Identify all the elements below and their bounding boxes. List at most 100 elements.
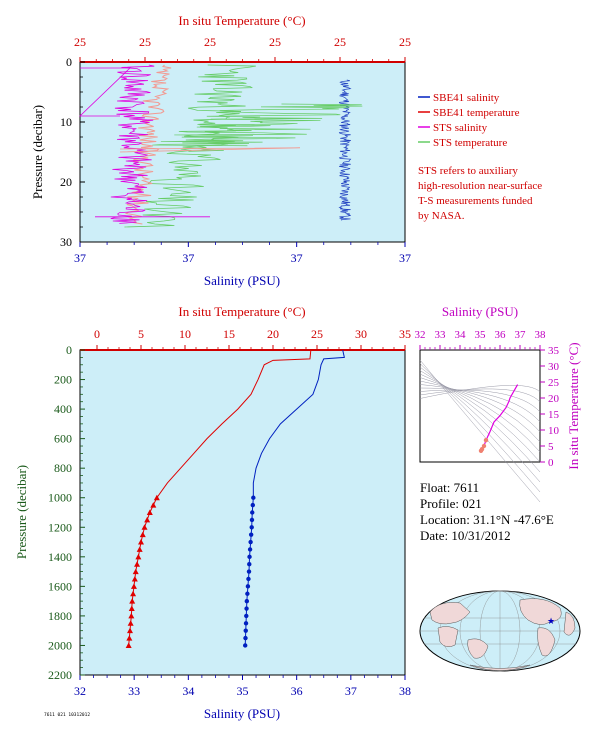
main-temp-axis-title: In situ Temperature (°C) bbox=[178, 304, 305, 319]
note-line-3: T-S measurements funded bbox=[418, 195, 533, 207]
sts-temperature-deep-trace bbox=[124, 145, 221, 228]
salinity-point bbox=[249, 517, 255, 523]
density-contour bbox=[419, 387, 541, 423]
top-temp-tick-label: 25 bbox=[269, 35, 281, 49]
date: Date: 10/31/2012 bbox=[420, 528, 511, 543]
top-sal-tick-label: 37 bbox=[291, 251, 303, 265]
main-series bbox=[125, 349, 345, 648]
temperature-point bbox=[141, 524, 148, 530]
density-contour bbox=[419, 384, 541, 433]
temperature-point bbox=[128, 605, 135, 612]
top-sal-tick-label: 37 bbox=[399, 251, 411, 265]
top-temp-tick-label: 25 bbox=[334, 35, 346, 49]
temperature-point bbox=[130, 583, 137, 589]
map-continents bbox=[429, 598, 576, 671]
main-temp-tick-label: 10 bbox=[179, 327, 191, 341]
main-pressure-axis-title: Pressure (decibar) bbox=[14, 465, 29, 559]
main-sal-tick-label: 37 bbox=[345, 684, 357, 698]
main-sal-tick-label: 36 bbox=[291, 684, 303, 698]
ts-sal-tick-label: 38 bbox=[535, 329, 547, 341]
sts-salinity-spike bbox=[79, 67, 131, 117]
top-salinity-ticks: 37 37 37 37 bbox=[74, 242, 411, 265]
sts-note: STS refers to auxiliary high-resolution … bbox=[418, 165, 542, 222]
salinity-point bbox=[244, 613, 249, 619]
main-pres-tick-label: 0 bbox=[66, 343, 72, 357]
salinity-point bbox=[243, 635, 248, 641]
density-contour bbox=[419, 377, 541, 453]
note-line-4: by NASA. bbox=[418, 210, 465, 222]
ts-panel: Salinity (PSU) 32 33 34 35 36 37 38 0 5 10 15 20 25… bbox=[415, 304, 581, 503]
top-temp-tick-label: 25 bbox=[139, 35, 151, 49]
density-contour bbox=[419, 389, 541, 413]
main-pres-tick-label: 2000 bbox=[48, 638, 72, 652]
main-pres-tick-label: 400 bbox=[54, 402, 72, 416]
main-sal-tick-label: 32 bbox=[74, 684, 86, 698]
salinity-point bbox=[246, 576, 251, 582]
legend-label-sts-temperature: STS temperature bbox=[433, 137, 507, 149]
main-pres-tick-label: 600 bbox=[54, 432, 72, 446]
density-contour bbox=[419, 370, 541, 473]
salinity-point bbox=[247, 547, 253, 552]
temperature-point bbox=[131, 575, 138, 582]
temperature-point bbox=[130, 590, 137, 597]
profile-number: Profile: 021 bbox=[420, 496, 482, 511]
main-sal-tick-label: 35 bbox=[237, 684, 249, 698]
main-temp-tick-label: 30 bbox=[355, 327, 367, 341]
temperature-point bbox=[146, 509, 153, 515]
temperature-point bbox=[128, 612, 135, 619]
main-temp-tick-label: 0 bbox=[94, 327, 100, 341]
salinity-point bbox=[250, 502, 255, 508]
top-temp-tick-label: 25 bbox=[399, 35, 411, 49]
sbe41-salinity-trace bbox=[338, 79, 352, 221]
salinity-point bbox=[251, 495, 256, 500]
main-temp-tick-label: 25 bbox=[311, 327, 323, 341]
salinity-point bbox=[243, 621, 249, 626]
ts-sal-tick-label: 35 bbox=[475, 329, 487, 341]
density-contour bbox=[419, 380, 541, 443]
top-sal-tick-label: 37 bbox=[182, 251, 194, 265]
main-temp-tick-label: 15 bbox=[223, 327, 235, 341]
ts-point bbox=[479, 447, 485, 452]
sts-salinity-trace bbox=[110, 64, 155, 224]
main-pres-tick-label: 1400 bbox=[48, 550, 72, 564]
ts-temp-tick-label: 20 bbox=[548, 393, 560, 405]
float-location-marker: ★ bbox=[547, 617, 555, 627]
main-temp-tick-label: 35 bbox=[399, 327, 411, 341]
ts-salinity-ticks: 32 33 34 35 36 37 38 bbox=[415, 329, 547, 350]
salinity-point bbox=[248, 532, 254, 537]
density-contour bbox=[419, 363, 541, 493]
float-info: Float: 7611 Profile: 021 Location: 31.1°… bbox=[420, 480, 554, 543]
temperature-point bbox=[153, 494, 160, 501]
top-temp-tick-label: 25 bbox=[204, 35, 216, 49]
temperature-point bbox=[138, 539, 144, 545]
main-pres-tick-label: 200 bbox=[54, 373, 72, 387]
temperature-point bbox=[127, 627, 133, 634]
top-pres-tick-label: 10 bbox=[60, 115, 72, 129]
salinity-point bbox=[245, 584, 251, 589]
density-contour bbox=[419, 373, 541, 463]
salinity-point bbox=[244, 598, 250, 604]
top-pressure-ticks: 0 10 20 30 bbox=[60, 55, 85, 249]
main-pressure-ticks: 0 200 400 600 800 1000 1200 1400 1600 1800 2000 220… bbox=[48, 343, 85, 682]
main-sal-tick-label: 33 bbox=[128, 684, 140, 698]
ts-series bbox=[478, 384, 519, 453]
ts-sal-tick-label: 33 bbox=[435, 329, 447, 341]
temperature-point bbox=[127, 620, 134, 626]
ts-point bbox=[481, 443, 487, 449]
top-panel: In situ Temperature (°C) 25 25 25 25 25 25 37… bbox=[30, 13, 542, 288]
temperature-point bbox=[132, 568, 139, 575]
temperature-point bbox=[135, 553, 142, 560]
salinity-point bbox=[246, 569, 252, 574]
ts-temp-tick-label: 15 bbox=[548, 409, 560, 421]
top-sal-tick-label: 37 bbox=[74, 251, 86, 265]
salinity-point bbox=[248, 539, 253, 545]
world-map: ★ bbox=[419, 590, 581, 672]
temperature-point bbox=[134, 561, 141, 567]
top-pres-tick-label: 0 bbox=[66, 55, 72, 69]
temperature-point bbox=[125, 642, 132, 648]
main-panel: In situ Temperature (°C) 0 5 10 15 20 25 30 35 … bbox=[14, 304, 411, 721]
main-temp-tick-label: 5 bbox=[138, 327, 144, 341]
main-pres-tick-label: 800 bbox=[54, 461, 72, 475]
ts-salinity-axis-title: Salinity (PSU) bbox=[442, 304, 518, 319]
